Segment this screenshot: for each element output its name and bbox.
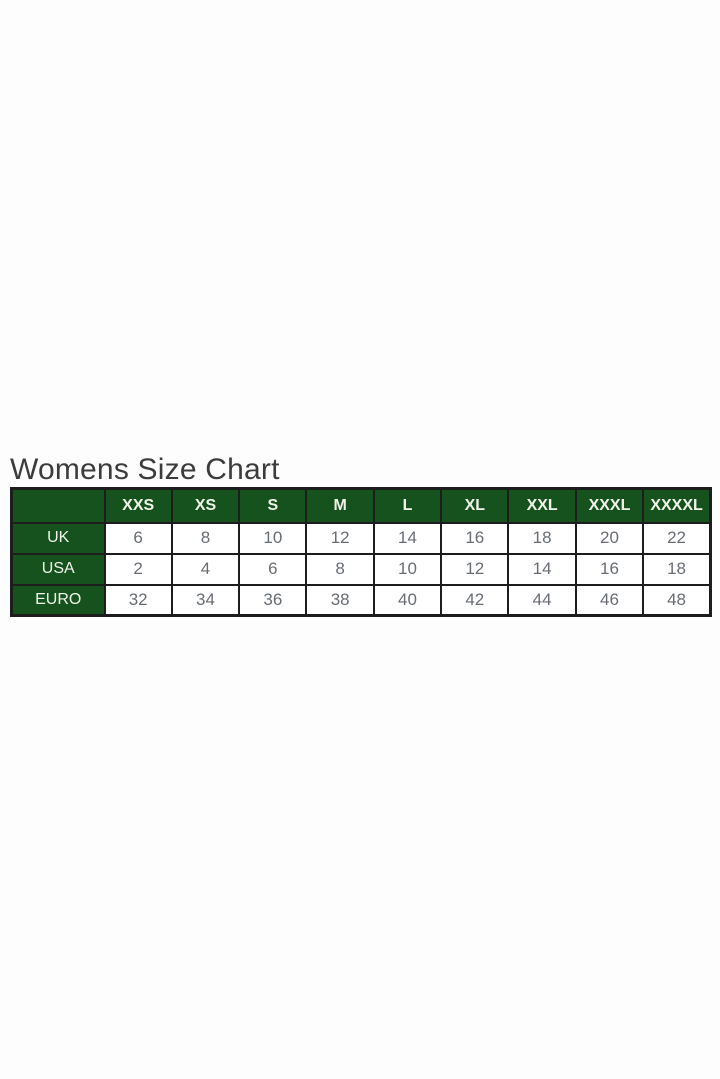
value-cell-euro-xxl: 44	[507, 583, 577, 617]
value-cell-usa-l: 10	[372, 552, 443, 586]
corner-cell	[10, 487, 106, 524]
value-cell-uk-m: 12	[305, 521, 375, 555]
value-cell-uk-xxxl: 20	[574, 521, 645, 555]
header-row: XXS XS S M L XL XXL XXXL XXXXL	[10, 487, 712, 524]
value-cell-uk-xs: 8	[170, 521, 241, 555]
value-cell-euro-xxs: 32	[103, 583, 173, 617]
page-title: Womens Size Chart	[10, 453, 280, 487]
size-chart-header: XXS XS S M L XL XXL XXXL XXXXL	[10, 487, 712, 524]
column-header-s: S	[238, 487, 308, 524]
value-cell-uk-l: 14	[372, 521, 443, 555]
value-cell-uk-xxxxl: 22	[642, 521, 712, 555]
value-cell-euro-m: 38	[305, 583, 375, 617]
value-cell-euro-xs: 34	[170, 583, 241, 617]
value-cell-euro-l: 40	[372, 583, 443, 617]
column-header-xxs: XXS	[103, 487, 173, 524]
table-row-uk: UK 6 8 10 12 14 16 18 20 22	[10, 521, 712, 555]
value-cell-usa-xxs: 2	[103, 552, 173, 586]
column-header-xxxxl: XXXXL	[642, 487, 712, 524]
value-cell-uk-s: 10	[238, 521, 308, 555]
row-label-uk: UK	[10, 521, 106, 555]
column-header-xl: XL	[440, 487, 510, 524]
value-cell-usa-xxxl: 16	[574, 552, 645, 586]
row-label-usa: USA	[10, 552, 106, 586]
value-cell-euro-xxxxl: 48	[642, 583, 712, 617]
value-cell-usa-xxl: 14	[507, 552, 577, 586]
value-cell-usa-s: 6	[238, 552, 308, 586]
value-cell-euro-xl: 42	[440, 583, 510, 617]
column-header-m: M	[305, 487, 375, 524]
row-label-euro: EURO	[10, 583, 106, 617]
value-cell-usa-xl: 12	[440, 552, 510, 586]
value-cell-usa-xs: 4	[170, 552, 241, 586]
value-cell-uk-xl: 16	[440, 521, 510, 555]
value-cell-euro-xxxl: 46	[574, 583, 645, 617]
table-row-euro: EURO 32 34 36 38 40 42 44 46 48	[10, 583, 712, 617]
column-header-xxxl: XXXL	[574, 487, 645, 524]
size-chart-table: XXS XS S M L XL XXL XXXL XXXXL UK 6 8 10 12 14 16 18 20 2…	[10, 487, 712, 617]
value-cell-euro-s: 36	[238, 583, 308, 617]
value-cell-usa-m: 8	[305, 552, 375, 586]
column-header-xs: XS	[170, 487, 241, 524]
column-header-l: L	[372, 487, 443, 524]
column-header-xxl: XXL	[507, 487, 577, 524]
value-cell-uk-xxl: 18	[507, 521, 577, 555]
value-cell-uk-xxs: 6	[103, 521, 173, 555]
value-cell-usa-xxxxl: 18	[642, 552, 712, 586]
table-row-usa: USA 2 4 6 8 10 12 14 16 18	[10, 552, 712, 586]
size-chart-body: UK 6 8 10 12 14 16 18 20 22 USA 2 4 6 8 10 12 14 16 18 EURO 3…	[10, 521, 712, 617]
